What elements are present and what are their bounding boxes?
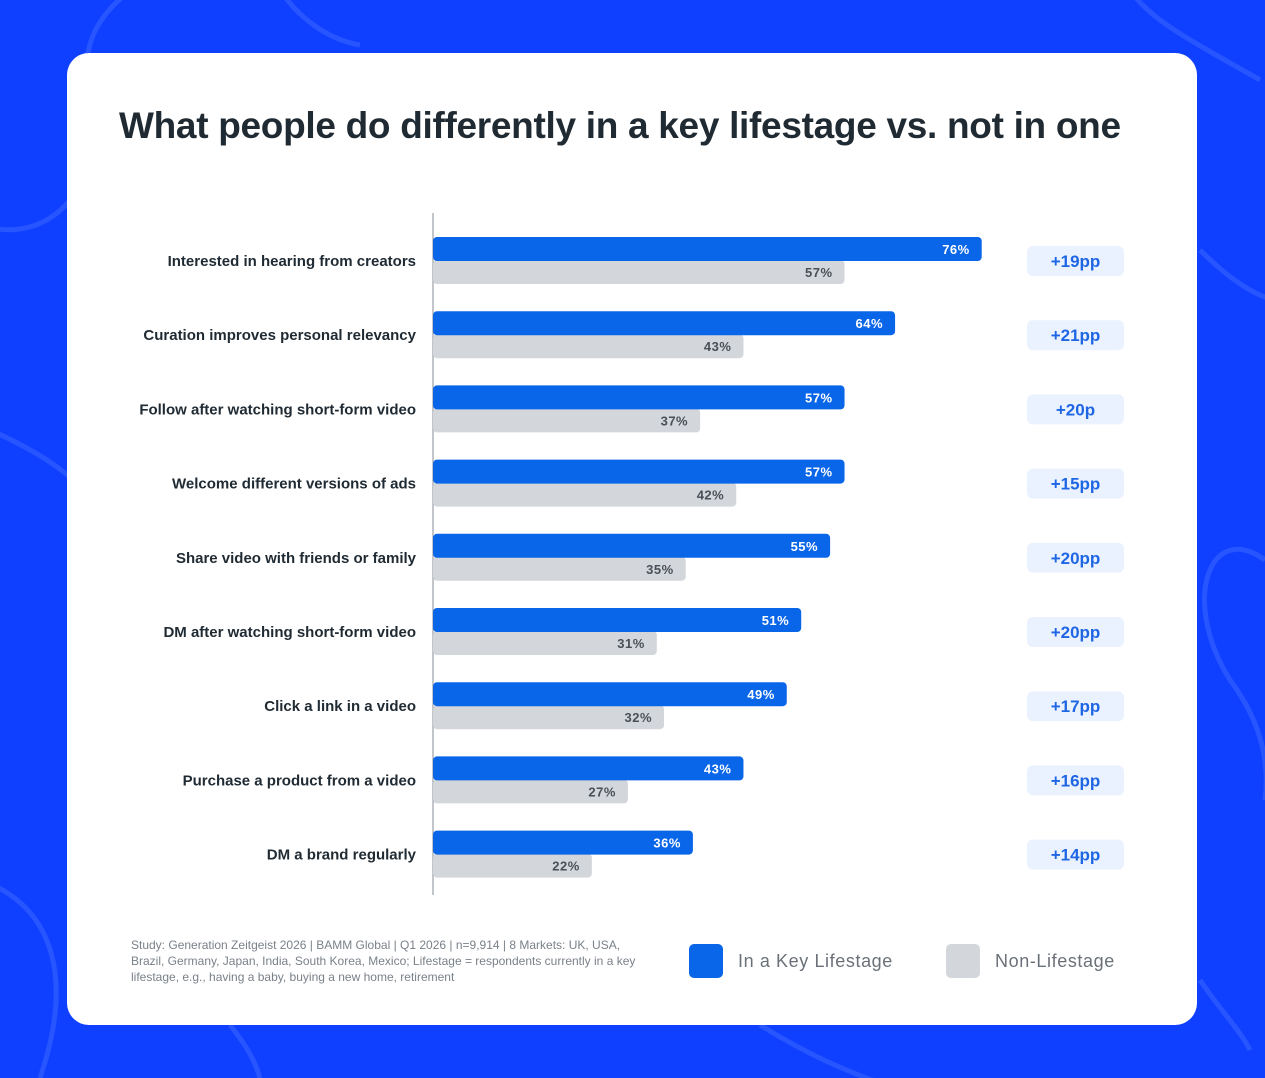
diff-label-welcome-different-versions-of-ads: +15pp: [1051, 475, 1101, 494]
diff-badge-dm-a-brand-regularly: [1027, 839, 1124, 870]
value-label-non-lifestage-curation-improves-personal-relevancy: 43%: [704, 339, 732, 354]
value-label-key-lifestage-share-video-with-friends-or-family: 55%: [791, 539, 819, 554]
bar-key-lifestage-purchase-a-product-from-a-video: [433, 756, 744, 781]
bar-key-lifestage-dm-after-watching-short-form-video: [433, 608, 802, 632]
diff-label-interested-in-hearing-from-creators: +19pp: [1051, 252, 1101, 271]
bar-key-lifestage-follow-after-watching-short-form-video: [433, 385, 845, 410]
chart-title: What people do differently in a key life…: [119, 105, 1121, 146]
category-label-follow-after-watching-short-form-video: Follow after watching short-form video: [139, 401, 416, 418]
bar-key-lifestage-welcome-different-versions-of-ads: [433, 459, 845, 484]
category-label-click-a-link-in-a-video: Click a link in a video: [264, 698, 416, 715]
value-label-key-lifestage-purchase-a-product-from-a-video: 43%: [704, 761, 732, 776]
legend-label-key-lifestage: In a Key Lifestage: [738, 950, 893, 971]
legend-item-non-lifestage: Non-Lifestage: [946, 943, 1115, 979]
legend-swatch-key-lifestage: [689, 944, 723, 978]
value-label-key-lifestage-click-a-link-in-a-video: 49%: [747, 687, 775, 702]
category-label-share-video-with-friends-or-family: Share video with friends or family: [176, 550, 417, 567]
bar-non-lifestage-click-a-link-in-a-video: [433, 705, 665, 730]
diff-label-curation-improves-personal-relevancy: +21pp: [1051, 326, 1101, 345]
legend-label-non-lifestage: Non-Lifestage: [995, 950, 1115, 971]
value-label-key-lifestage-dm-after-watching-short-form-video: 51%: [762, 613, 790, 628]
value-label-non-lifestage-interested-in-hearing-from-creators: 57%: [805, 265, 833, 280]
value-label-key-lifestage-welcome-different-versions-of-ads: 57%: [805, 465, 833, 480]
value-label-key-lifestage-curation-improves-personal-relevancy: 64%: [856, 316, 884, 331]
bar-chart: 76% 57% Interested in hearing from creator…: [139, 213, 1124, 895]
diff-label-follow-after-watching-short-form-video: +20p: [1056, 400, 1095, 419]
diff-badge-purchase-a-product-from-a-video: [1027, 765, 1124, 796]
value-label-non-lifestage-welcome-different-versions-of-ads: 42%: [697, 488, 725, 503]
bar-non-lifestage-purchase-a-product-from-a-video: [433, 779, 628, 804]
diff-badge-dm-after-watching-short-form-video: [1027, 617, 1124, 647]
bar-key-lifestage-interested-in-hearing-from-creators: [433, 237, 982, 261]
legend-item-key-lifestage: In a Key Lifestage: [689, 943, 893, 979]
diff-label-purchase-a-product-from-a-video: +16pp: [1051, 771, 1101, 790]
value-label-non-lifestage-purchase-a-product-from-a-video: 27%: [588, 784, 616, 799]
value-label-non-lifestage-dm-a-brand-regularly: 22%: [552, 859, 580, 874]
bar-non-lifestage-dm-a-brand-regularly: [433, 853, 592, 878]
category-label-dm-after-watching-short-form-video: DM after watching short-form video: [163, 624, 416, 641]
bar-key-lifestage-share-video-with-friends-or-family: [433, 533, 831, 558]
value-label-non-lifestage-click-a-link-in-a-video: 32%: [625, 710, 653, 725]
value-label-non-lifestage-follow-after-watching-short-form-video: 37%: [661, 413, 689, 428]
category-label-interested-in-hearing-from-creators: Interested in hearing from creators: [168, 253, 416, 270]
bar-non-lifestage-curation-improves-personal-relevancy: [433, 334, 744, 359]
chart-card: What people do differently in a key life…: [67, 53, 1197, 1025]
value-label-key-lifestage-dm-a-brand-regularly: 36%: [653, 836, 681, 851]
category-label-curation-improves-personal-relevancy: Curation improves personal relevancy: [143, 327, 416, 344]
diff-label-dm-after-watching-short-form-video: +20pp: [1051, 623, 1101, 642]
bar-non-lifestage-interested-in-hearing-from-creators: [433, 260, 845, 284]
diff-label-click-a-link-in-a-video: +17pp: [1051, 697, 1101, 716]
value-label-key-lifestage-follow-after-watching-short-form-video: 57%: [805, 390, 833, 405]
value-label-non-lifestage-share-video-with-friends-or-family: 35%: [646, 562, 674, 577]
diff-label-dm-a-brand-regularly: +14pp: [1051, 846, 1101, 865]
value-label-key-lifestage-interested-in-hearing-from-creators: 76%: [942, 242, 970, 257]
category-label-welcome-different-versions-of-ads: Welcome different versions of ads: [172, 476, 416, 493]
diff-label-share-video-with-friends-or-family: +20pp: [1051, 549, 1101, 568]
diff-badge-share-video-with-friends-or-family: [1027, 542, 1124, 573]
bar-non-lifestage-follow-after-watching-short-form-video: [433, 408, 701, 433]
bar-key-lifestage-curation-improves-personal-relevancy: [433, 311, 896, 336]
category-label-dm-a-brand-regularly: DM a brand regularly: [267, 847, 417, 864]
diff-badge-follow-after-watching-short-form-video: [1027, 394, 1124, 425]
bar-non-lifestage-share-video-with-friends-or-family: [433, 556, 686, 581]
bar-non-lifestage-welcome-different-versions-of-ads: [433, 482, 737, 507]
diff-badge-click-a-link-in-a-video: [1027, 691, 1124, 722]
diff-badge-interested-in-hearing-from-creators: [1027, 246, 1124, 276]
bar-key-lifestage-dm-a-brand-regularly: [433, 830, 693, 855]
footnote: Study: Generation Zeitgeist 2026 | BAMM …: [131, 938, 636, 984]
diff-badge-curation-improves-personal-relevancy: [1027, 320, 1124, 351]
bar-non-lifestage-dm-after-watching-short-form-video: [433, 631, 657, 655]
legend-swatch-non-lifestage: [946, 944, 980, 978]
value-label-non-lifestage-dm-after-watching-short-form-video: 31%: [617, 636, 645, 651]
category-label-purchase-a-product-from-a-video: Purchase a product from a video: [183, 772, 416, 789]
bar-key-lifestage-click-a-link-in-a-video: [433, 682, 787, 707]
diff-badge-welcome-different-versions-of-ads: [1027, 468, 1124, 499]
